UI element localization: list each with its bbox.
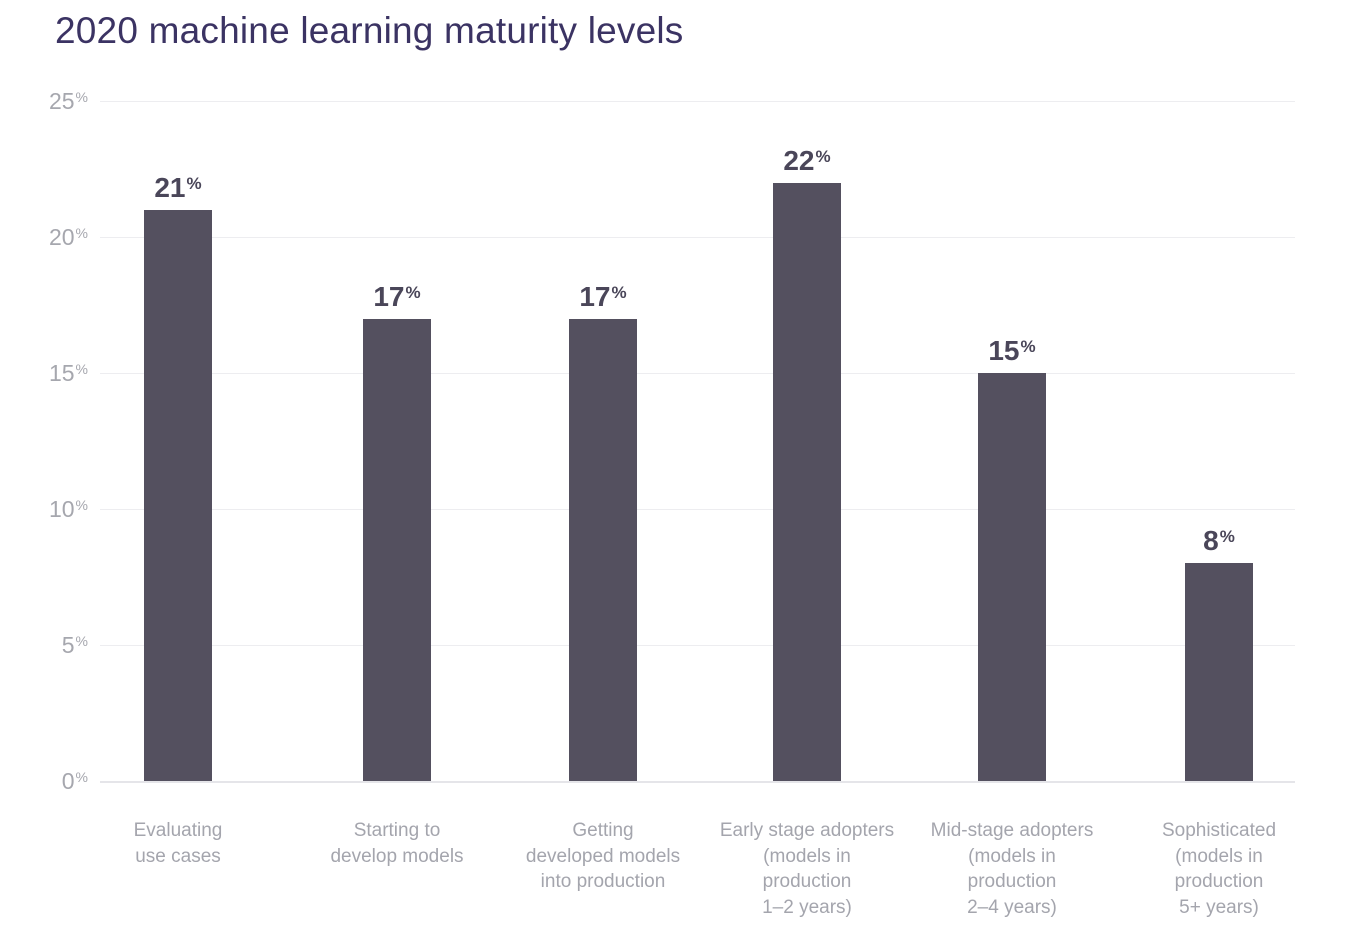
- chart-title: 2020 machine learning maturity levels: [55, 10, 684, 51]
- category-label-3: Getting developed models into production: [499, 818, 707, 895]
- bar-value-label-3: 17%: [533, 281, 673, 317]
- label-number: 15: [988, 335, 1020, 366]
- gridline-0: [100, 781, 1295, 783]
- label-number: 15: [48, 360, 75, 386]
- label-number: 20: [48, 224, 75, 250]
- category-label-line: Early stage adopters: [719, 820, 895, 841]
- percent-sign: %: [75, 225, 88, 241]
- bar-value-label-4: 22%: [737, 145, 877, 181]
- bar-value-label-2: 17%: [327, 281, 467, 317]
- category-label-line: Starting to: [353, 820, 441, 841]
- label-number: 0: [61, 768, 75, 794]
- label-number: 21: [154, 171, 186, 203]
- label-number: 8: [1203, 525, 1219, 557]
- label-number: 5: [61, 632, 75, 658]
- category-label-line: production: [762, 871, 852, 892]
- category-label-line: Sophisticated: [1161, 820, 1277, 841]
- category-label-1: Evaluating use cases: [74, 818, 282, 869]
- category-label-line: production: [1174, 871, 1264, 892]
- percent-sign: %: [815, 146, 831, 166]
- percent-sign: %: [75, 769, 88, 785]
- y-axis-tick-label-25: 25%: [0, 87, 88, 118]
- percent-sign: %: [75, 361, 88, 377]
- bar-4: [773, 182, 841, 781]
- category-label-line: (models in: [763, 845, 851, 867]
- category-label-line: 1–2 years): [762, 896, 852, 918]
- category-label-line: Mid-stage adopters: [930, 820, 1094, 841]
- category-label-6: Sophisticated (models in production 5+ year…: [1115, 818, 1323, 920]
- bar-3: [569, 318, 637, 781]
- bar-2: [363, 318, 431, 781]
- category-label-line: (models in: [1175, 845, 1263, 867]
- bar-value-label-5: 15%: [942, 335, 1082, 371]
- y-axis-tick-label-10: 10%: [0, 495, 88, 526]
- category-label-line: production: [967, 871, 1057, 892]
- category-label-line: 5+ years): [1179, 896, 1259, 918]
- gridline-25: [100, 100, 1295, 102]
- category-label-line: use cases: [135, 845, 221, 867]
- gridline-15: [100, 372, 1295, 374]
- category-label-4: Early stage adopters (models in production…: [703, 818, 911, 920]
- label-number: 22: [783, 144, 815, 176]
- label-number: 17: [579, 280, 611, 312]
- bar-value-label-1: 21%: [108, 172, 248, 208]
- percent-sign: %: [405, 282, 421, 302]
- category-label-line: developed models: [525, 845, 681, 867]
- category-label-2: Starting to develop models: [293, 818, 501, 869]
- percent-sign: %: [75, 633, 88, 649]
- category-label-line: Evaluating: [133, 820, 223, 841]
- category-label-line: (models in: [968, 845, 1056, 867]
- category-label-line: Getting: [572, 820, 634, 841]
- y-axis-tick-label-0: 0%: [0, 767, 88, 798]
- y-axis-tick-label-5: 5%: [0, 631, 88, 662]
- percent-sign: %: [75, 89, 88, 105]
- y-axis-tick-label-15: 15%: [0, 359, 88, 390]
- bar-5: [978, 373, 1046, 781]
- gridline-5: [100, 644, 1295, 646]
- percent-sign: %: [186, 173, 202, 193]
- y-axis-tick-label-20: 20%: [0, 223, 88, 254]
- label-number: 10: [48, 496, 75, 522]
- bar-value-label-6: 8%: [1149, 525, 1289, 561]
- label-number: 25: [48, 88, 75, 114]
- percent-sign: %: [611, 282, 627, 302]
- category-label-line: into production: [540, 871, 666, 892]
- category-label-5: Mid-stage adopters (models in production 2–…: [908, 818, 1116, 920]
- label-number: 17: [373, 280, 405, 312]
- category-label-line: develop models: [330, 845, 464, 867]
- percent-sign: %: [75, 497, 88, 513]
- gridline-20: [100, 236, 1295, 238]
- percent-sign: %: [1219, 527, 1235, 547]
- category-label-line: 2–4 years): [967, 896, 1057, 918]
- gridline-10: [100, 508, 1295, 510]
- bar-1: [144, 209, 212, 781]
- bar-6: [1185, 563, 1253, 781]
- percent-sign: %: [1020, 337, 1036, 356]
